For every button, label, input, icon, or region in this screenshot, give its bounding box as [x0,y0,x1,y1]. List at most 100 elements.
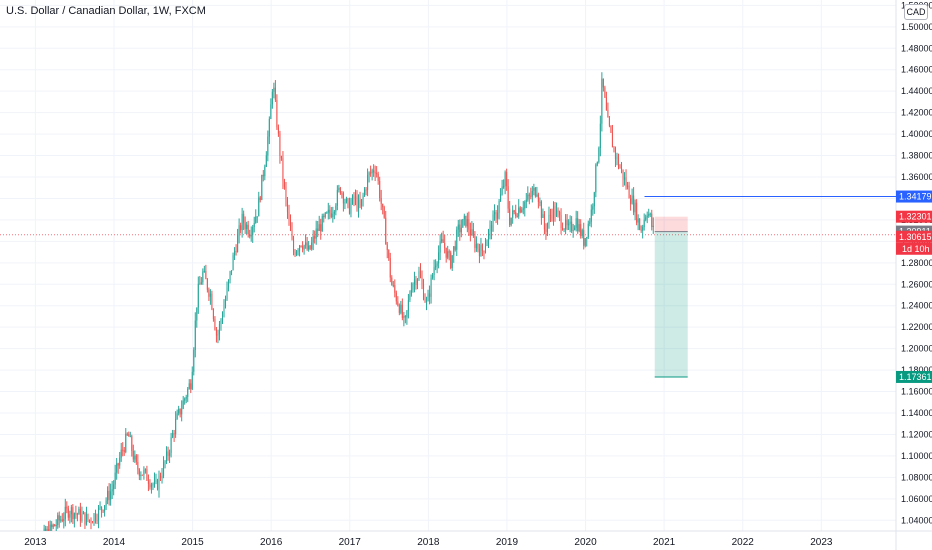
candle [119,451,121,469]
candle [639,218,641,231]
candle [551,208,553,222]
candle [400,300,402,315]
candle [159,472,162,482]
candle [84,512,86,530]
y-tick-label: 1.42000 [901,108,932,118]
candle [562,222,564,231]
currency-button[interactable]: CAD [904,4,928,20]
candle [574,225,576,231]
candle [51,521,53,531]
y-tick-label: 1.10000 [901,451,932,461]
candle [651,209,653,231]
candle [45,525,47,531]
candle [277,124,279,137]
candle [306,237,308,251]
candle [211,290,213,311]
candle [81,506,83,523]
candle [527,186,529,202]
candle [471,221,473,236]
candle [435,259,437,271]
candle [69,510,71,524]
candle [271,88,273,109]
candle [429,285,431,305]
candle [78,506,80,515]
x-tick-label: 2014 [103,537,126,548]
candle [246,221,248,235]
candle [583,222,585,250]
candle [66,501,68,514]
candle [214,316,216,331]
x-axis: 2013 2014 2015 2016 2017 2018 2019 2020 2021 2022… [24,537,833,548]
candle [472,222,474,238]
candle [131,434,133,457]
candle [528,192,530,205]
candle [403,311,405,327]
candle [203,265,205,273]
candle [497,205,499,225]
candle [501,179,503,196]
candle [135,454,137,465]
candle [486,239,488,247]
svg-text:1.17361: 1.17361 [899,372,932,382]
candle [141,474,143,476]
price-label: 1.32301 [896,210,932,223]
candle [581,228,583,239]
candle [312,230,314,251]
candle [101,506,103,518]
candle [191,366,193,391]
candle [560,208,562,235]
candle [178,405,180,416]
candle [164,460,166,469]
candle [578,219,580,233]
candle [604,85,606,99]
candle [391,275,393,286]
candle [512,205,514,224]
candle [424,293,426,303]
svg-text:1.34179: 1.34179 [899,192,932,202]
candle [586,236,588,247]
candle [332,206,334,223]
candle [500,188,502,202]
candle [262,170,264,182]
candle [117,462,119,474]
candle [247,220,249,238]
candle [645,214,647,222]
candle [170,432,172,458]
x-tick-label: 2016 [260,537,283,548]
candle [492,210,494,232]
candles [43,72,654,531]
candle [76,512,78,522]
candle [209,289,211,305]
candle [362,192,364,207]
candle [175,411,177,438]
candle [323,213,325,223]
candle [506,168,508,191]
candle [463,213,465,226]
candle [345,196,347,204]
candle [88,519,91,523]
svg-text:1.30615: 1.30615 [899,232,932,242]
candle [114,464,116,490]
candle [379,176,381,202]
candle [357,194,360,218]
candle [503,179,505,189]
price-label: 1.34179 [896,190,932,203]
candle [107,486,109,505]
candle [555,202,558,217]
candle [634,199,636,221]
candle [382,203,384,215]
candle [507,179,509,214]
target-zone[interactable] [654,231,688,377]
candle [194,312,196,358]
candle [537,192,539,209]
stop-zone[interactable] [654,216,688,232]
candle [620,161,623,174]
candle [217,329,219,344]
candle [321,213,323,232]
candle [167,446,169,461]
candle [438,245,440,269]
candle [289,214,292,232]
candle [200,277,202,285]
